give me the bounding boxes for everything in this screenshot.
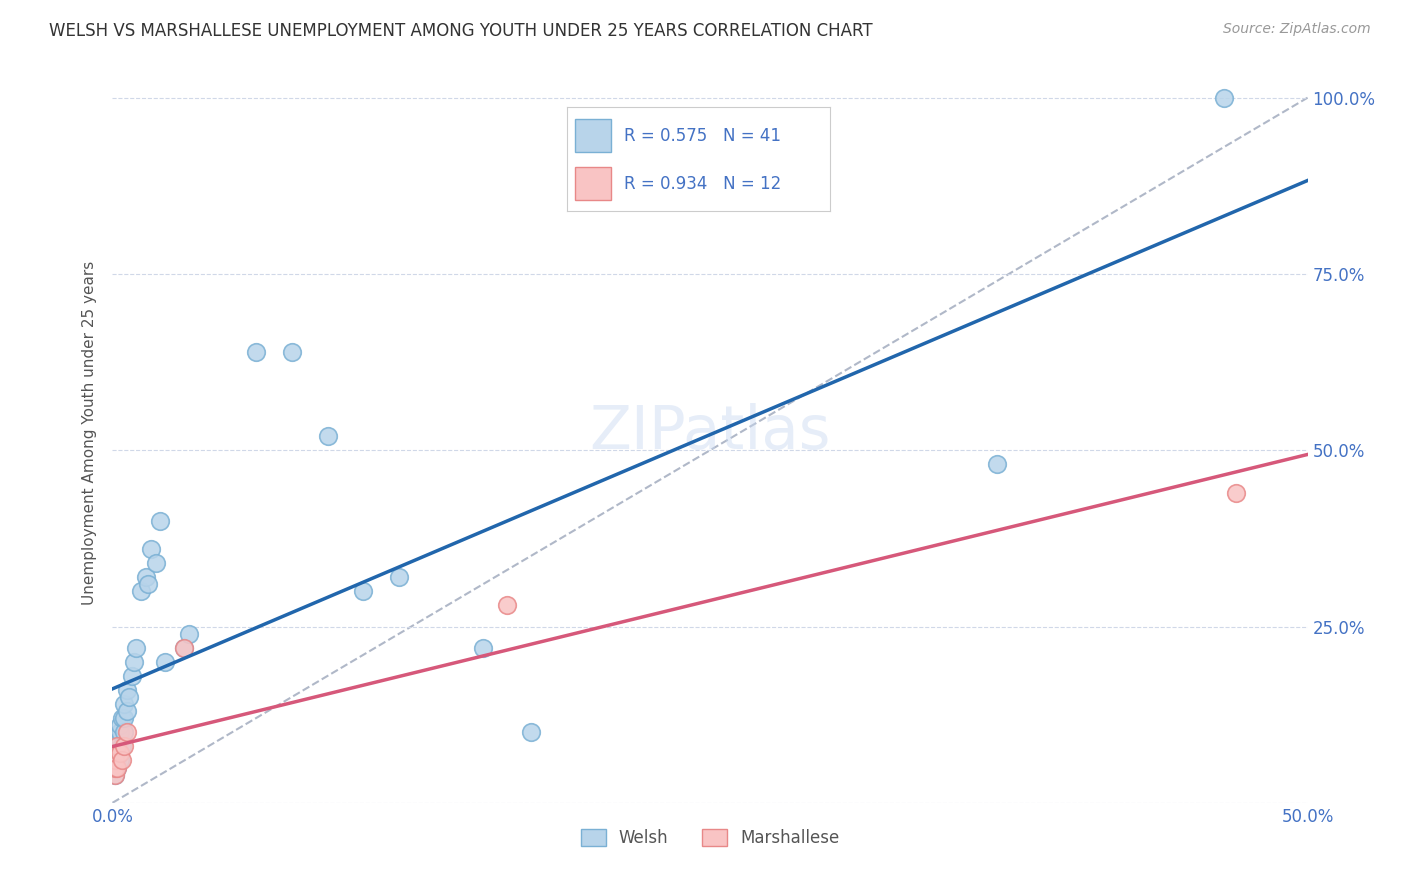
Point — [520, 725, 543, 739]
Point — [105, 760, 128, 774]
Point — [108, 725, 131, 739]
Point — [352, 584, 374, 599]
Point — [118, 690, 141, 704]
Point — [108, 754, 131, 768]
Point — [472, 640, 495, 655]
Point — [177, 626, 200, 640]
Point — [111, 739, 134, 754]
Point — [105, 747, 128, 761]
Point — [115, 725, 138, 739]
Point — [173, 640, 195, 655]
Point — [115, 683, 138, 698]
Point — [135, 570, 157, 584]
Point — [114, 697, 135, 711]
Point — [125, 640, 148, 655]
Point — [129, 584, 152, 599]
Point — [104, 754, 127, 768]
Point — [104, 760, 127, 774]
Point — [105, 760, 128, 774]
Point — [104, 767, 127, 781]
Point — [139, 541, 162, 556]
Point — [114, 725, 135, 739]
Point — [986, 458, 1008, 472]
Point — [114, 711, 135, 725]
Point — [245, 344, 267, 359]
Point — [316, 429, 339, 443]
Point — [114, 739, 135, 754]
Point — [122, 655, 145, 669]
Point — [105, 739, 128, 754]
Point — [104, 760, 127, 774]
Point — [104, 754, 127, 768]
Point — [173, 640, 195, 655]
Text: ZIPatlas: ZIPatlas — [589, 403, 831, 462]
Point — [1225, 485, 1247, 500]
Point — [496, 599, 519, 613]
Point — [281, 344, 304, 359]
Point — [108, 747, 131, 761]
Point — [121, 669, 143, 683]
Point — [145, 556, 167, 570]
Point — [111, 711, 134, 725]
Point — [115, 704, 138, 718]
Point — [153, 655, 176, 669]
Legend: Welsh, Marshallese: Welsh, Marshallese — [574, 822, 846, 854]
Point — [108, 718, 131, 732]
Point — [105, 739, 128, 754]
Point — [105, 754, 128, 768]
Point — [149, 514, 172, 528]
Point — [388, 570, 411, 584]
Point — [104, 767, 127, 781]
Point — [138, 577, 160, 591]
Point — [108, 732, 131, 747]
Text: WELSH VS MARSHALLESE UNEMPLOYMENT AMONG YOUTH UNDER 25 YEARS CORRELATION CHART: WELSH VS MARSHALLESE UNEMPLOYMENT AMONG … — [49, 22, 873, 40]
Point — [108, 747, 131, 761]
Point — [1213, 91, 1236, 105]
Y-axis label: Unemployment Among Youth under 25 years: Unemployment Among Youth under 25 years — [82, 260, 97, 605]
Point — [111, 754, 134, 768]
Text: Source: ZipAtlas.com: Source: ZipAtlas.com — [1223, 22, 1371, 37]
